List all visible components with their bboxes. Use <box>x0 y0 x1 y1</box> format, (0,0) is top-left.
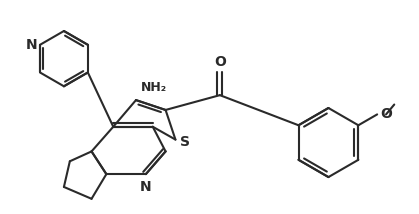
Text: O: O <box>214 55 226 70</box>
Text: O: O <box>380 107 392 121</box>
Text: S: S <box>181 135 190 149</box>
Text: NH₂: NH₂ <box>141 81 167 94</box>
Text: N: N <box>26 38 37 52</box>
Text: N: N <box>140 180 152 194</box>
